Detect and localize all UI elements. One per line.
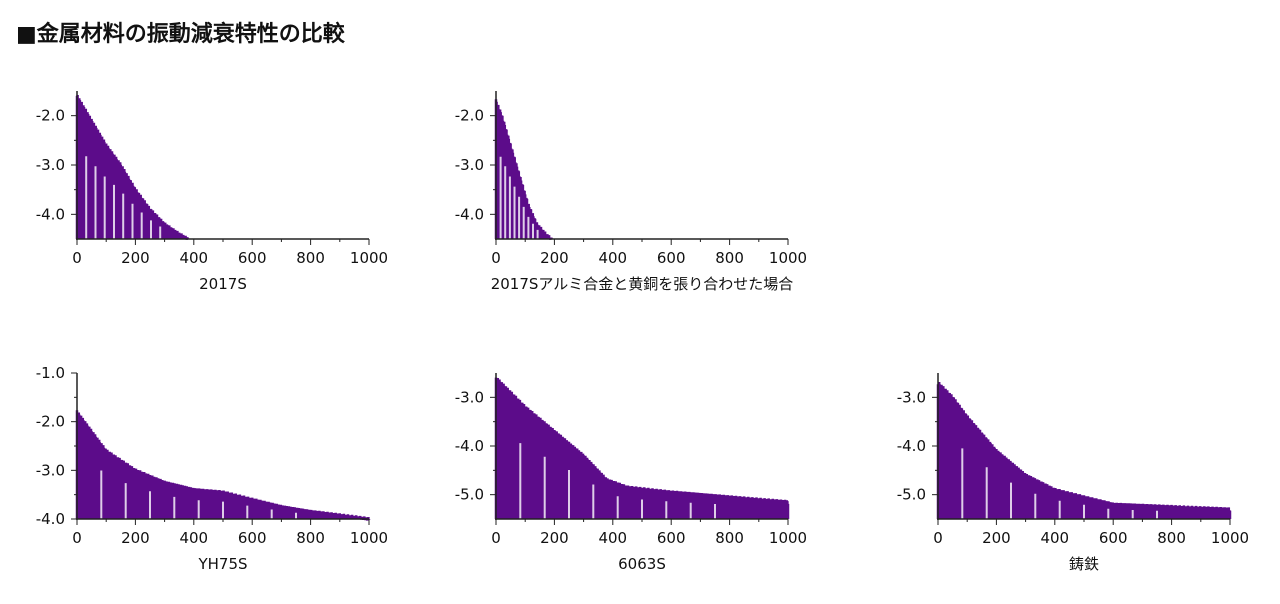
y-tick-label: -1.0: [36, 364, 65, 382]
y-tick-label: -5.0: [897, 486, 926, 504]
x-axis-label: 2017Sアルミ合金と黄銅を張り合わせた場合: [491, 275, 794, 293]
x-tick-label: 600: [238, 529, 267, 547]
y-tick-label: -4.0: [36, 205, 65, 223]
y-tick-label: -3.0: [455, 388, 484, 406]
x-tick-label: 0: [491, 529, 501, 547]
x-tick-label: 200: [982, 529, 1011, 547]
x-tick-label: 400: [598, 529, 627, 547]
chart-1: 0 200 400 600 800 1000 -2.0 -3.0 -4.0 2017S: [36, 91, 388, 293]
oscillation-gaps: [100, 470, 297, 519]
y-tick-label: -2.0: [455, 107, 484, 125]
decay-area: [494, 377, 790, 519]
chart-3: 0 200 400 600 800 1000 -1.0 -2.0 -3.0 -4.0 YH75S: [36, 364, 388, 573]
x-tick-label: 1000: [350, 529, 388, 547]
x-tick-label: 600: [657, 529, 686, 547]
x-tick-label: 600: [238, 249, 267, 267]
x-tick-label: 400: [179, 529, 208, 547]
y-tick-label: -2.0: [36, 413, 65, 431]
y-tick-label: -3.0: [455, 156, 484, 174]
x-tick-label: 800: [715, 529, 744, 547]
x-tick-label: 800: [296, 249, 325, 267]
chart-4: 0 200 400 600 800 1000 -3.0 -4.0 -5.0 6063S: [455, 373, 807, 573]
x-tick-label: 400: [1040, 529, 1069, 547]
x-tick-label: 1000: [350, 249, 388, 267]
y-tick-label: -3.0: [897, 388, 926, 406]
x-tick-label: 200: [540, 249, 569, 267]
y-tick-label: -4.0: [455, 437, 484, 455]
x-tick-label: 600: [1099, 529, 1128, 547]
y-tick-label: -3.0: [36, 156, 65, 174]
y-tick-label: -5.0: [455, 486, 484, 504]
oscillation-gaps: [961, 448, 1158, 519]
x-axis-label: 6063S: [618, 555, 666, 573]
x-tick-label: 0: [72, 249, 82, 267]
x-tick-label: 1000: [769, 249, 807, 267]
x-tick-label: 400: [598, 249, 627, 267]
y-tick-label: -4.0: [36, 510, 65, 528]
page-title: ■金属材料の振動減衰特性の比較: [16, 22, 345, 47]
chart-2: 0 200 400 600 800 1000 -2.0 -3.0 -4.0 2017Sアルミ合金と…: [455, 91, 807, 293]
chart-5: 0 200 400 600 800 1000 -3.0 -4.0 -5.0 鋳鉄: [897, 373, 1249, 573]
y-tick-label: -4.0: [455, 205, 484, 223]
x-tick-label: 800: [296, 529, 325, 547]
x-tick-label: 1000: [769, 529, 807, 547]
x-axis-label: YH75S: [197, 555, 247, 573]
y-tick-label: -3.0: [36, 461, 65, 479]
x-axis-label: 鋳鉄: [1069, 555, 1099, 573]
oscillation-gaps: [85, 156, 162, 239]
x-tick-label: 200: [540, 529, 569, 547]
x-tick-label: 200: [121, 249, 150, 267]
x-axis-label: 2017S: [199, 275, 247, 293]
x-tick-label: 800: [1157, 529, 1186, 547]
y-tick-label: -2.0: [36, 107, 65, 125]
x-tick-label: 200: [121, 529, 150, 547]
y-tick-label: -4.0: [897, 437, 926, 455]
decay-area: [936, 382, 1232, 519]
oscillation-gaps: [499, 156, 539, 239]
x-tick-label: 800: [715, 249, 744, 267]
oscillation-gaps: [519, 443, 716, 519]
x-tick-label: 600: [657, 249, 686, 267]
x-tick-label: 0: [72, 529, 82, 547]
x-tick-label: 0: [933, 529, 943, 547]
x-tick-label: 400: [179, 249, 208, 267]
x-tick-label: 0: [491, 249, 501, 267]
x-tick-label: 1000: [1211, 529, 1249, 547]
